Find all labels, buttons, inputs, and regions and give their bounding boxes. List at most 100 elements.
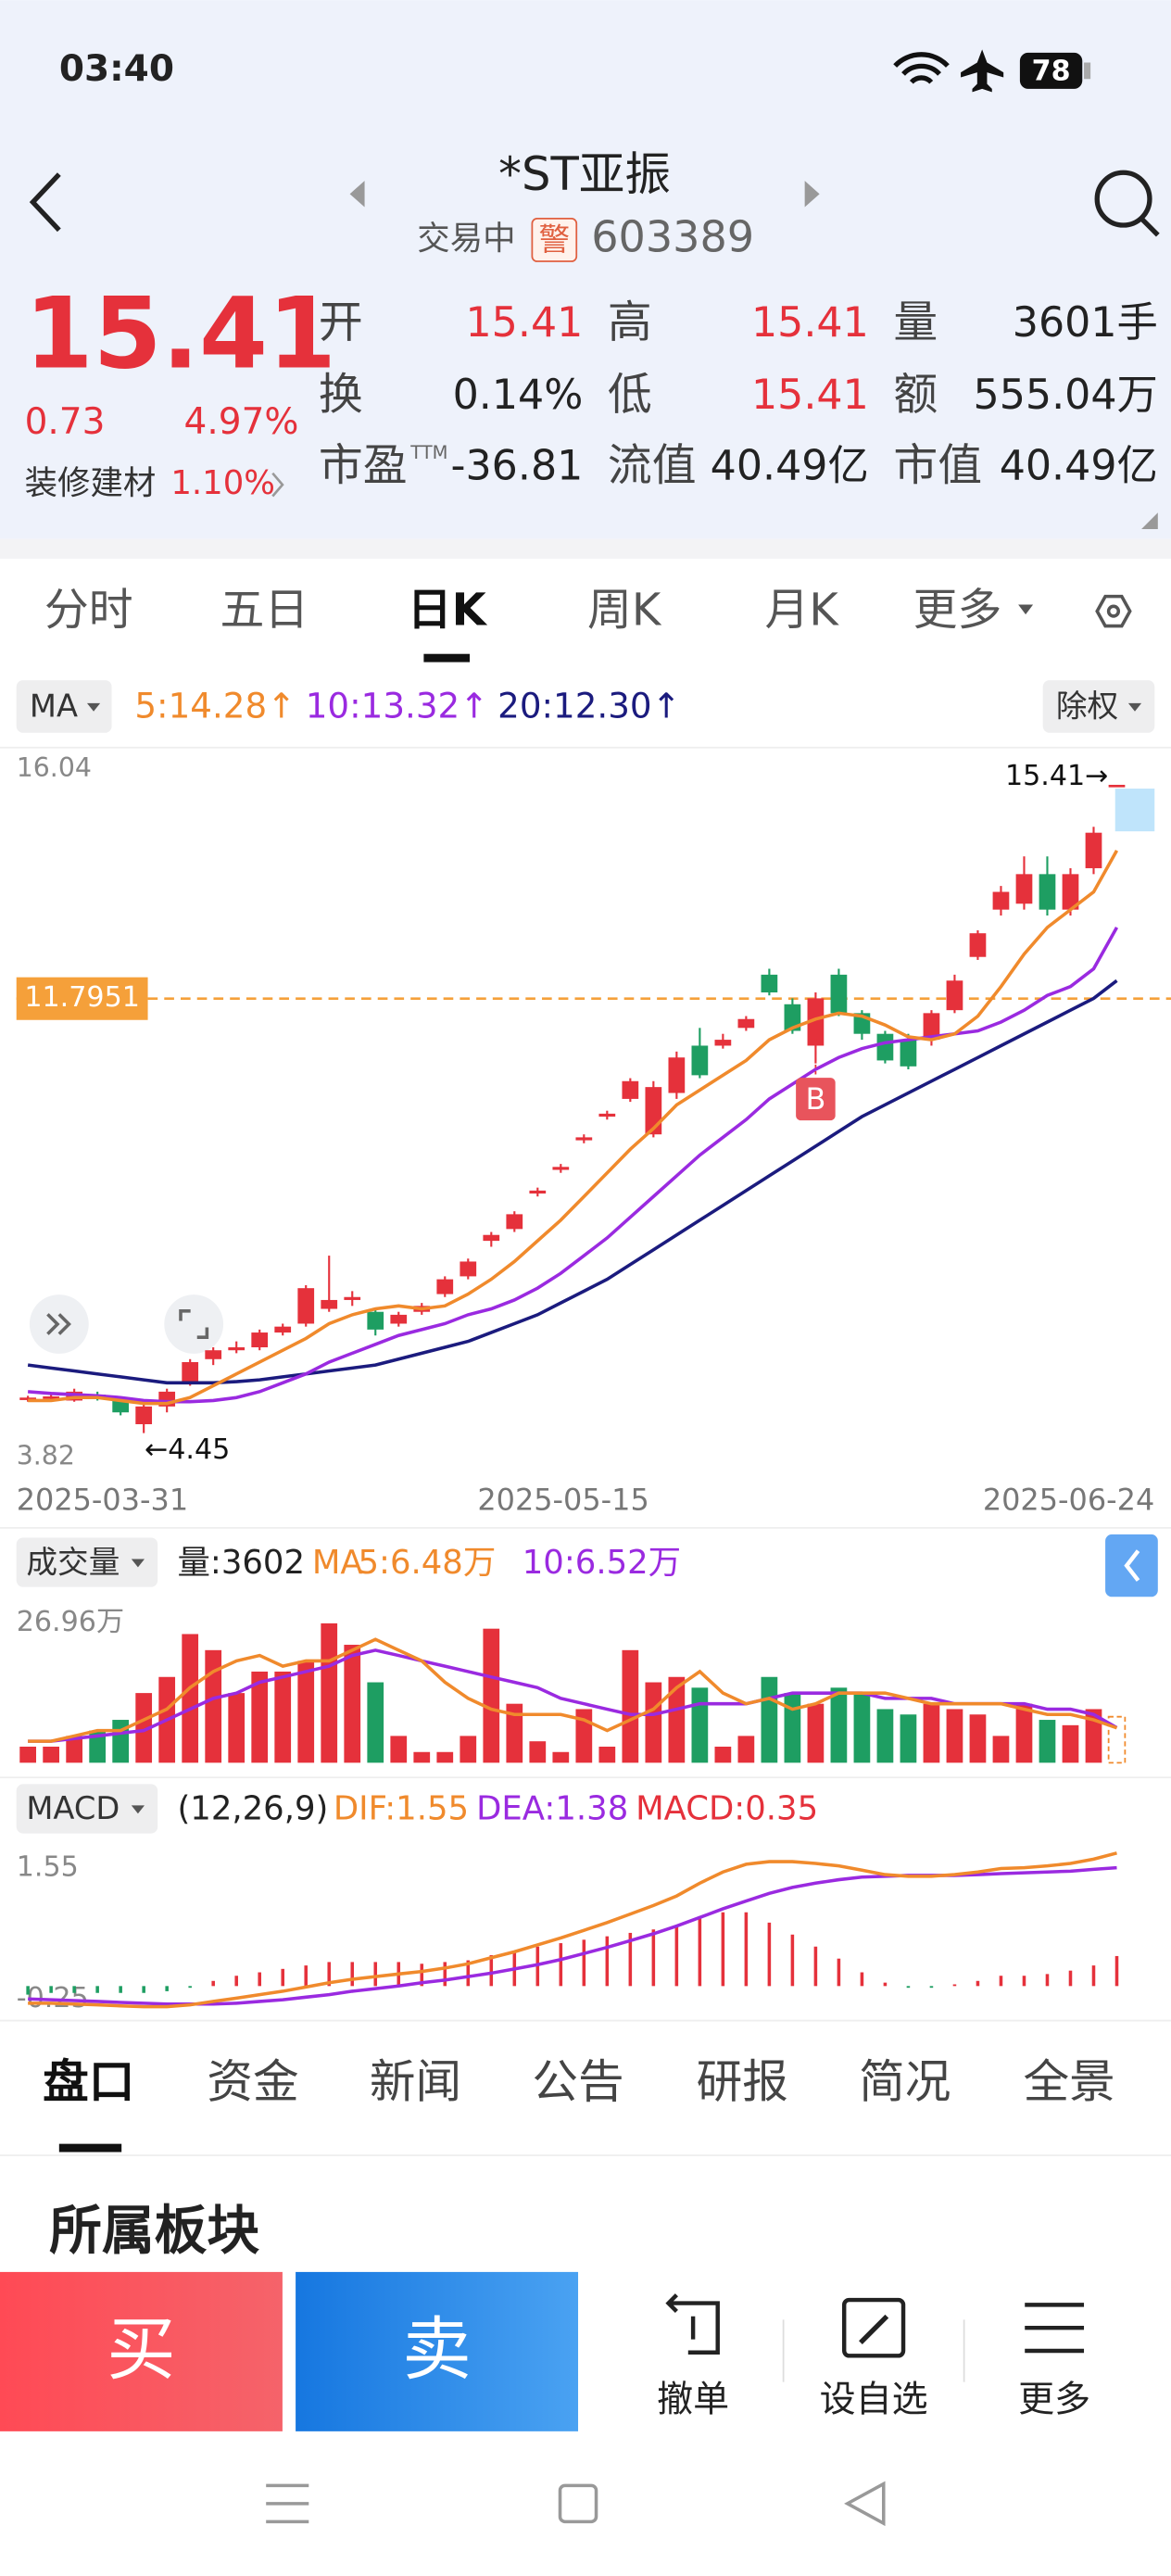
candle-body [19, 1397, 37, 1400]
info-tab[interactable]: 公告 [532, 2054, 623, 2108]
volume-bar [807, 1703, 825, 1763]
reference-label: 11.7951 [24, 981, 140, 1014]
field-value: 15.41 [751, 372, 869, 419]
next-stock[interactable] [804, 181, 820, 208]
volume-selector-bg[interactable] [16, 1537, 158, 1587]
candle-body [668, 1057, 686, 1093]
buy-button[interactable] [0, 2271, 283, 2431]
settings-icon[interactable] [1095, 594, 1132, 628]
ma10-line [27, 927, 1119, 1404]
info-tab[interactable]: 简况 [859, 2054, 951, 2108]
volume-bar [367, 1682, 384, 1763]
volume-bar [205, 1649, 222, 1763]
volume-bar [1015, 1703, 1033, 1763]
volume-bar [552, 1751, 570, 1763]
volume-bar [251, 1671, 269, 1763]
candle-body [691, 1045, 709, 1076]
fullscreen-button[interactable] [164, 1294, 224, 1354]
reference-label-bg [16, 977, 148, 1020]
volume-bar [43, 1746, 60, 1763]
warning-badge [531, 218, 578, 262]
field-value: 555.04万 [974, 372, 1158, 419]
field-value: -36.81 [451, 442, 584, 489]
stock-code: 603389 [591, 211, 754, 261]
ma-selector[interactable]: MA [30, 688, 78, 725]
battery [1019, 52, 1083, 89]
adjust-selector[interactable]: 除权 [1056, 688, 1118, 725]
candle-body [321, 1299, 338, 1309]
nav-menu[interactable] [266, 2483, 309, 2524]
chart-tab[interactable]: 月K [764, 585, 839, 636]
chart-tab[interactable]: 周K [587, 585, 662, 636]
volume-bar [691, 1687, 709, 1763]
adjust-bg[interactable] [1042, 680, 1155, 733]
dropdown-arrow [86, 702, 101, 712]
macd-y-top: 1.55 [17, 1850, 79, 1883]
action-label[interactable]: 撤单 [657, 2379, 729, 2420]
volume-bar [390, 1736, 408, 1763]
action-label[interactable]: 设自选 [820, 2379, 928, 2420]
candle-body [1108, 784, 1126, 788]
info-tab[interactable]: 盘口 [43, 2054, 134, 2108]
sector-name[interactable]: 装修建材 [25, 464, 157, 502]
candle-body [807, 998, 825, 1046]
volume-bar [321, 1623, 338, 1763]
candle-body [460, 1261, 477, 1277]
volume-bar [66, 1736, 83, 1763]
back-button[interactable] [29, 172, 61, 233]
field-label: 市值 [893, 440, 982, 491]
candle-body [900, 1040, 917, 1067]
volume-bar [182, 1634, 199, 1763]
candle-body [506, 1214, 523, 1230]
chart-tab[interactable]: 分时 [44, 585, 133, 636]
battery-tip [1084, 62, 1091, 80]
buy-label[interactable]: 买 [107, 2309, 175, 2390]
chart-tab[interactable]: 日K [408, 585, 488, 636]
nav-back[interactable] [844, 2481, 886, 2527]
side-panel-button[interactable] [1105, 1534, 1158, 1597]
chart-tab[interactable]: 五日 [220, 585, 309, 636]
volume-bar [135, 1693, 153, 1763]
price-change-pct: 4.97% [184, 401, 299, 443]
battery-level: 78 [1032, 56, 1071, 88]
info-tab[interactable]: 资金 [207, 2054, 298, 2108]
sell-label[interactable]: 卖 [402, 2309, 471, 2390]
volume-bar [946, 1709, 963, 1763]
field-label: 量 [893, 297, 938, 348]
candle-body [251, 1332, 269, 1348]
buy-marker: B [805, 1081, 825, 1117]
macd-title[interactable]: MACD [26, 1790, 120, 1826]
macd-selector-bg[interactable] [16, 1784, 158, 1834]
dropdown-arrow [1127, 702, 1142, 712]
prev-stock[interactable] [349, 181, 365, 208]
chart-tab[interactable]: 更多 [913, 585, 1002, 636]
x-date-label: 2025-06-24 [983, 1482, 1154, 1517]
watchlist-pen [859, 2314, 889, 2345]
x-date-label: 2025-03-31 [17, 1482, 188, 1517]
volume-bar [228, 1693, 246, 1763]
volume-bar [483, 1628, 500, 1763]
dropdown-arrow [131, 1559, 145, 1568]
field-value: 3601手 [1013, 299, 1158, 347]
volume-ma5: 5:6.48万 [358, 1544, 496, 1582]
candle-body [390, 1314, 408, 1324]
dropdown-arrow [131, 1805, 145, 1814]
volume-bar [737, 1736, 755, 1763]
volume-bar [876, 1709, 894, 1763]
volume-bar [992, 1736, 1010, 1763]
candle-body [1015, 874, 1033, 904]
sell-button[interactable] [296, 2271, 579, 2431]
action-label[interactable]: 更多 [1018, 2379, 1090, 2420]
header-bg [0, 0, 1171, 539]
volume-bar [1062, 1724, 1079, 1763]
ma-selector-bg[interactable] [16, 680, 112, 733]
field-label: 低 [608, 370, 652, 421]
nav-home[interactable] [558, 2483, 598, 2524]
search-button[interactable] [1094, 170, 1152, 228]
info-tab[interactable]: 全景 [1023, 2054, 1114, 2108]
volume-title[interactable]: 成交量 [26, 1544, 120, 1580]
info-tab[interactable]: 研报 [697, 2054, 788, 2108]
macd-params: (12,26,9) [177, 1790, 328, 1828]
info-tab[interactable]: 新闻 [370, 2054, 461, 2108]
candle-body [367, 1311, 384, 1330]
